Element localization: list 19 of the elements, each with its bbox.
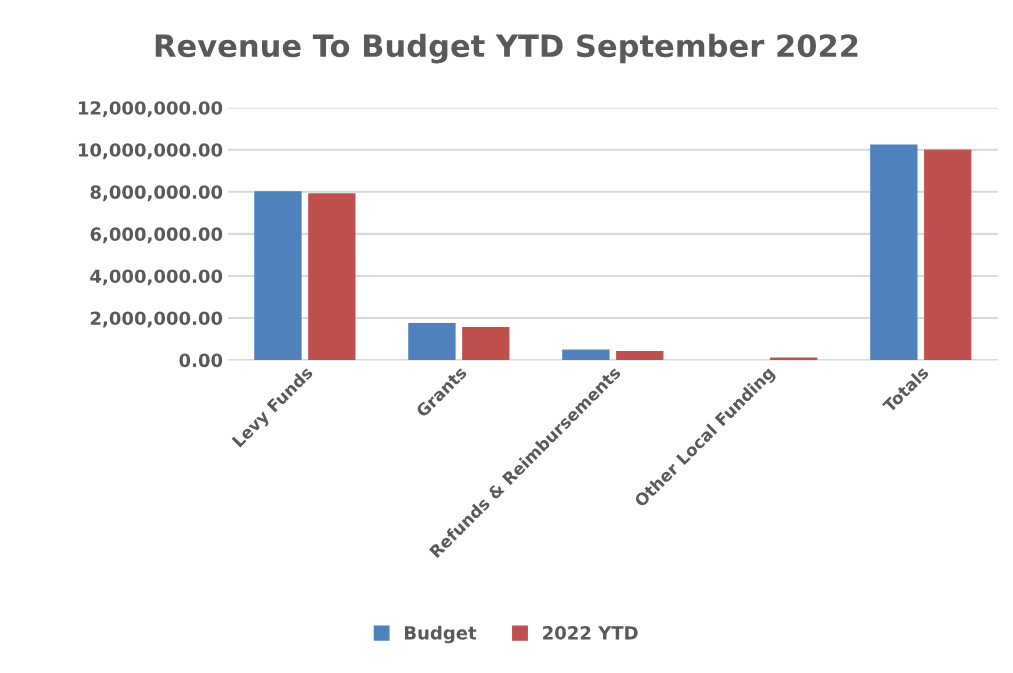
y-tick-label: 12,000,000.00 (78, 101, 223, 118)
chart-title: Revenue To Budget YTD September 2022 (155, 33, 858, 64)
bar (562, 349, 610, 361)
bar (870, 144, 918, 361)
bar (616, 350, 664, 361)
y-tick-label: 0.00 (179, 353, 223, 368)
y-tick-label: 8,000,000.00 (90, 185, 223, 202)
bar (308, 193, 356, 361)
bar (408, 323, 456, 361)
legend-label: 2022 YTD (543, 625, 638, 640)
bar (924, 149, 972, 361)
y-tick-label: 6,000,000.00 (90, 227, 223, 244)
bar (462, 327, 510, 361)
bar (770, 357, 818, 361)
bar (254, 191, 302, 361)
y-tick-label: 10,000,000.00 (78, 143, 223, 160)
y-tick-label: 4,000,000.00 (90, 269, 223, 286)
legend-label: Budget (404, 625, 477, 644)
y-tick-label: 2,000,000.00 (90, 311, 223, 328)
